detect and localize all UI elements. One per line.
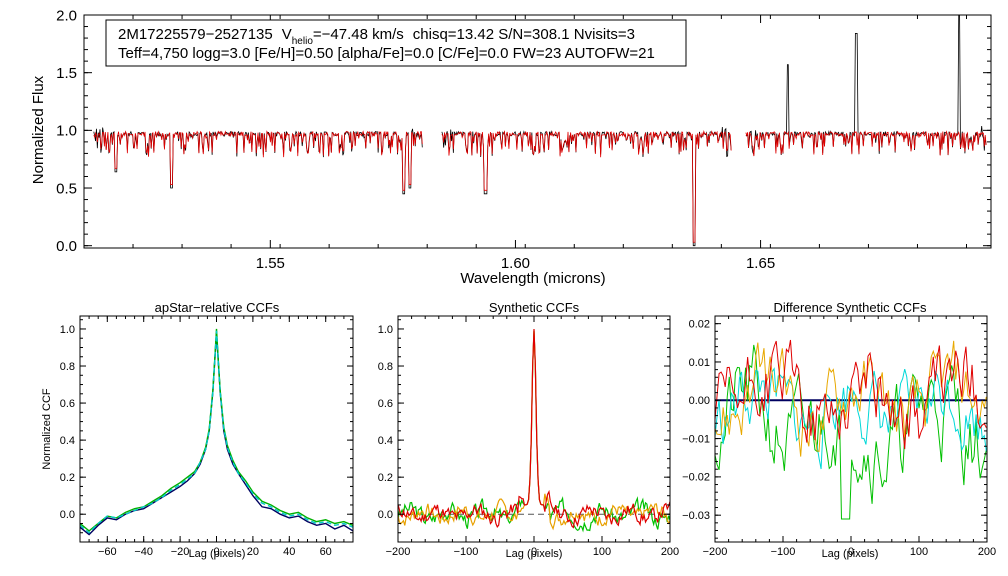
x-tick-label: 200 [978,546,996,558]
difference-ccf-plot-area [715,339,987,520]
y-tick-label: 0.4 [378,435,393,447]
spectrum-panel: 1.55 1.60 1.65 0.0 0.5 1.0 1.5 2.0 Wavelength (… [30,7,992,287]
difference-ccf-panel: Difference Synthetic CCFs −200 −100 0 100 20… [682,300,996,560]
synthetic-ccf-series-visit-1 [398,330,670,533]
x-tick-label: 1.65 [746,255,775,272]
x-tick-label: −100 [454,546,479,558]
x-tick-label: 0 [213,546,219,558]
p2-plot-lines [398,328,670,533]
spectrum-series-model [441,130,732,243]
apstar-ccf-ticks: −60 −40 −20 0 20 40 60 0.0 0.2 0.4 0.6 0.8 1.0 [60,316,354,558]
x-tick-label: −60 [98,546,117,558]
apstar-ccf-title: apStar−relative CCFs [155,300,280,315]
difference-ccf-series-visit-2 [715,367,987,470]
synthetic-ccf-x-label: Lag (pixels) [506,548,563,560]
x-tick-label: 100 [593,546,611,558]
y-tick-label: −0.01 [682,433,710,445]
x-tick-label: 40 [283,546,295,558]
synthetic-ccf-plot-area [398,328,670,533]
difference-ccf-ticks: −200 −100 0 100 200 −0.03 −0.02 −0.01 0.00 0.01 0.… [682,315,996,558]
apstar-ccf-series-visit-2 [80,328,353,532]
y-tick-label: 0.02 [689,319,710,331]
spectrum-info-line2: Teff=4,750 logg=3.0 [Fe/H]=0.50 [alpha/F… [118,45,655,62]
x-tick-label: −100 [771,546,796,558]
x-tick-label: 20 [247,546,259,558]
y-tick-label: 0.8 [378,361,393,373]
vhelio-value: =−47.48 km/s [313,26,404,43]
synthetic-ccf-panel: Synthetic CCFs −200 −100 0 100 200 0.0 0.2 0.4 0… [378,300,679,560]
apstar-ccf-y-label: Normalized CCF [41,388,53,470]
y-tick-label: 0.0 [56,238,77,255]
p3-plot-lines [715,339,987,520]
spectrum-ticks: 1.55 1.60 1.65 0.0 0.5 1.0 1.5 2.0 [56,7,991,272]
synthetic-ccf-series-visit-2 [398,330,670,531]
star-id: 2M17225579−2527135 [118,26,273,43]
spectrum-lines [93,15,987,247]
x-tick-label: 0 [848,546,854,558]
difference-ccf-x-label: Lag (pixels) [822,548,879,560]
apstar-ccf-axes-frame [79,315,354,543]
y-tick-label: 1.0 [60,324,75,336]
synthetic-ccf-ticks: −200 −100 0 100 200 0.0 0.2 0.4 0.6 0.8 1.0 [378,316,679,558]
y-tick-label: 0.6 [378,398,393,410]
x-tick-label: 0 [531,546,537,558]
synthetic-ccf-series-visit-3 [398,328,670,529]
y-tick-label: −0.02 [682,472,710,484]
y-tick-label: 1.0 [56,123,77,140]
spectrum-series-model [745,130,987,157]
x-tick-label: 200 [661,546,679,558]
x-tick-label: −200 [703,546,728,558]
apstar-ccf-series-visit-1 [80,332,353,536]
spectrum-y-label: Normalized Flux [30,75,47,184]
x-tick-label: 60 [320,546,332,558]
y-tick-label: 0.0 [378,509,393,521]
apstar-ccf-plot-area [80,328,353,536]
difference-ccf-title: Difference Synthetic CCFs [774,300,927,315]
spectrum-x-label: Wavelength (microns) [460,270,605,287]
x-tick-label: −20 [171,546,190,558]
spectrum-plot-area [93,15,987,247]
x-tick-label: 1.60 [501,255,530,272]
y-tick-label: 1.5 [56,65,77,82]
y-tick-label: 1.0 [378,324,393,336]
y-tick-label: 0.01 [689,357,710,369]
spectrum-info-line1: 2M17225579−2527135 Vhelio=−47.48 km/s chis… [118,26,635,47]
y-tick-label: −0.03 [682,510,710,522]
vhelio-symbol: V [282,26,292,43]
vhelio-subscript: helio [292,36,314,47]
apstar-ccf-x-label: Lag (pixels) [189,548,246,560]
synthetic-ccf-title: Synthetic CCFs [489,300,580,315]
difference-ccf-series-visit-4 [715,339,987,450]
x-tick-label: −40 [134,546,153,558]
y-tick-label: 0.2 [60,472,75,484]
p1-plot-lines [80,328,353,536]
difference-ccf-axes-frame [714,315,988,543]
x-tick-label: 100 [910,546,928,558]
spectrum-axes-frame [83,14,992,249]
apstar-ccf-series-visit-3 [80,330,353,534]
apstar-ccf-panel: apStar−relative CCFs −60 −40 −20 0 20 40 60 0.0… [41,300,354,560]
fit-stats: chisq=13.42 S/N=308.1 Nvisits=3 [413,26,635,43]
y-tick-label: 2.0 [56,7,77,24]
y-tick-label: 0.8 [60,361,75,373]
y-tick-label: 0.4 [60,435,75,447]
x-tick-label: 1.55 [256,255,285,272]
y-tick-label: 0.2 [378,472,393,484]
x-tick-label: −200 [386,546,411,558]
y-tick-label: 0.0 [60,509,75,521]
y-tick-label: 0.5 [56,180,77,197]
spectrum-series-model [93,130,423,191]
y-tick-label: 0.6 [60,398,75,410]
y-tick-label: 0.00 [689,395,710,407]
synthetic-ccf-axes-frame [397,315,671,543]
spectrum-info-box [105,19,687,67]
